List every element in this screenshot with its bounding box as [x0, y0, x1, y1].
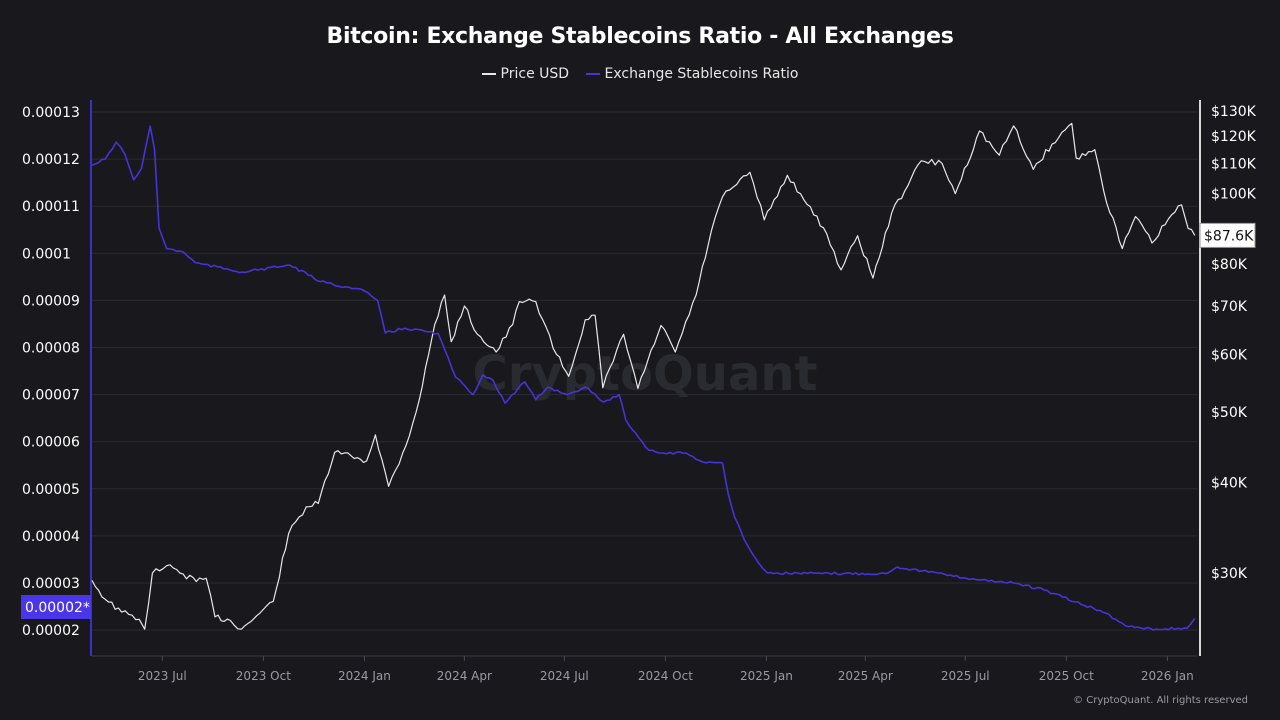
x-tick-label: 2023 Oct [236, 669, 291, 683]
right-tick-label: $110K [1211, 157, 1257, 173]
left-tick-label: 0.00004 [22, 529, 80, 545]
left-tick-label: 0.00006 [22, 435, 80, 451]
chart-title: Bitcoin: Exchange Stablecoins Ratio - Al… [326, 24, 954, 49]
right-tick-label: $80K [1211, 257, 1248, 273]
legend-label-price: Price USD [500, 66, 570, 82]
right-tick-label: $30K [1211, 566, 1248, 582]
left-tick-label: 0.0001 [22, 246, 71, 262]
x-tick-label: 2024 Apr [437, 669, 492, 683]
right-tick-label: $130K [1211, 104, 1257, 120]
x-tick-label: 2026 Jan [1141, 669, 1194, 683]
right-tick-label: $40K [1211, 475, 1248, 491]
x-tick-label: 2025 Apr [838, 669, 893, 683]
right-tick-label: $70K [1211, 299, 1248, 315]
price-current-badge [1199, 222, 1256, 248]
left-tick-label: 0.00012 [22, 152, 80, 168]
right-tick-label: $60K [1211, 348, 1248, 364]
left-tick-label: 0.00009 [22, 293, 80, 309]
stablecoins-ratio-line [91, 125, 1196, 631]
legend-item-price[interactable]: Price USD [481, 66, 570, 82]
x-tick-label: 2025 Jul [941, 669, 990, 683]
right-tick-label: $120K [1211, 129, 1257, 145]
left-tick-label: 0.00002 [22, 623, 80, 639]
x-tick-label: 2024 Oct [638, 669, 693, 683]
legend-item-ratio[interactable]: Exchange Stablecoins Ratio [585, 66, 799, 82]
left-tick-label: 0.00007 [22, 388, 80, 404]
x-tick-label: 2025 Jan [740, 669, 793, 683]
x-tick-label: 2024 Jan [338, 669, 391, 683]
left-tick-label: 0.00003 [22, 576, 80, 592]
legend-swatch-ratio [585, 73, 600, 75]
watermark: CryptoQuant [473, 346, 818, 402]
ratio-current-label: 0.00002* [25, 600, 90, 616]
right-tick-label: $50K [1211, 405, 1248, 421]
legend: Price USD Exchange Stablecoins Ratio [0, 63, 1280, 82]
price-usd-line [91, 122, 1196, 630]
copyright-footer: © CryptoQuant. All rights reserved [1073, 695, 1248, 706]
left-tick-label: 0.00011 [22, 199, 80, 215]
x-tick-label: 2024 Jul [540, 669, 589, 683]
price-current-label: $87.6K [1204, 228, 1254, 244]
x-tick-label: 2025 Oct [1039, 669, 1094, 683]
legend-label-ratio: Exchange Stablecoins Ratio [604, 66, 799, 82]
left-tick-label: 0.00008 [22, 341, 80, 357]
right-tick-label: $100K [1211, 187, 1257, 203]
legend-swatch-price [481, 73, 496, 75]
left-tick-label: 0.00013 [22, 105, 80, 121]
left-tick-label: 0.00005 [22, 482, 80, 498]
x-tick-label: 2023 Jul [138, 669, 187, 683]
ratio-current-badge [21, 595, 91, 619]
